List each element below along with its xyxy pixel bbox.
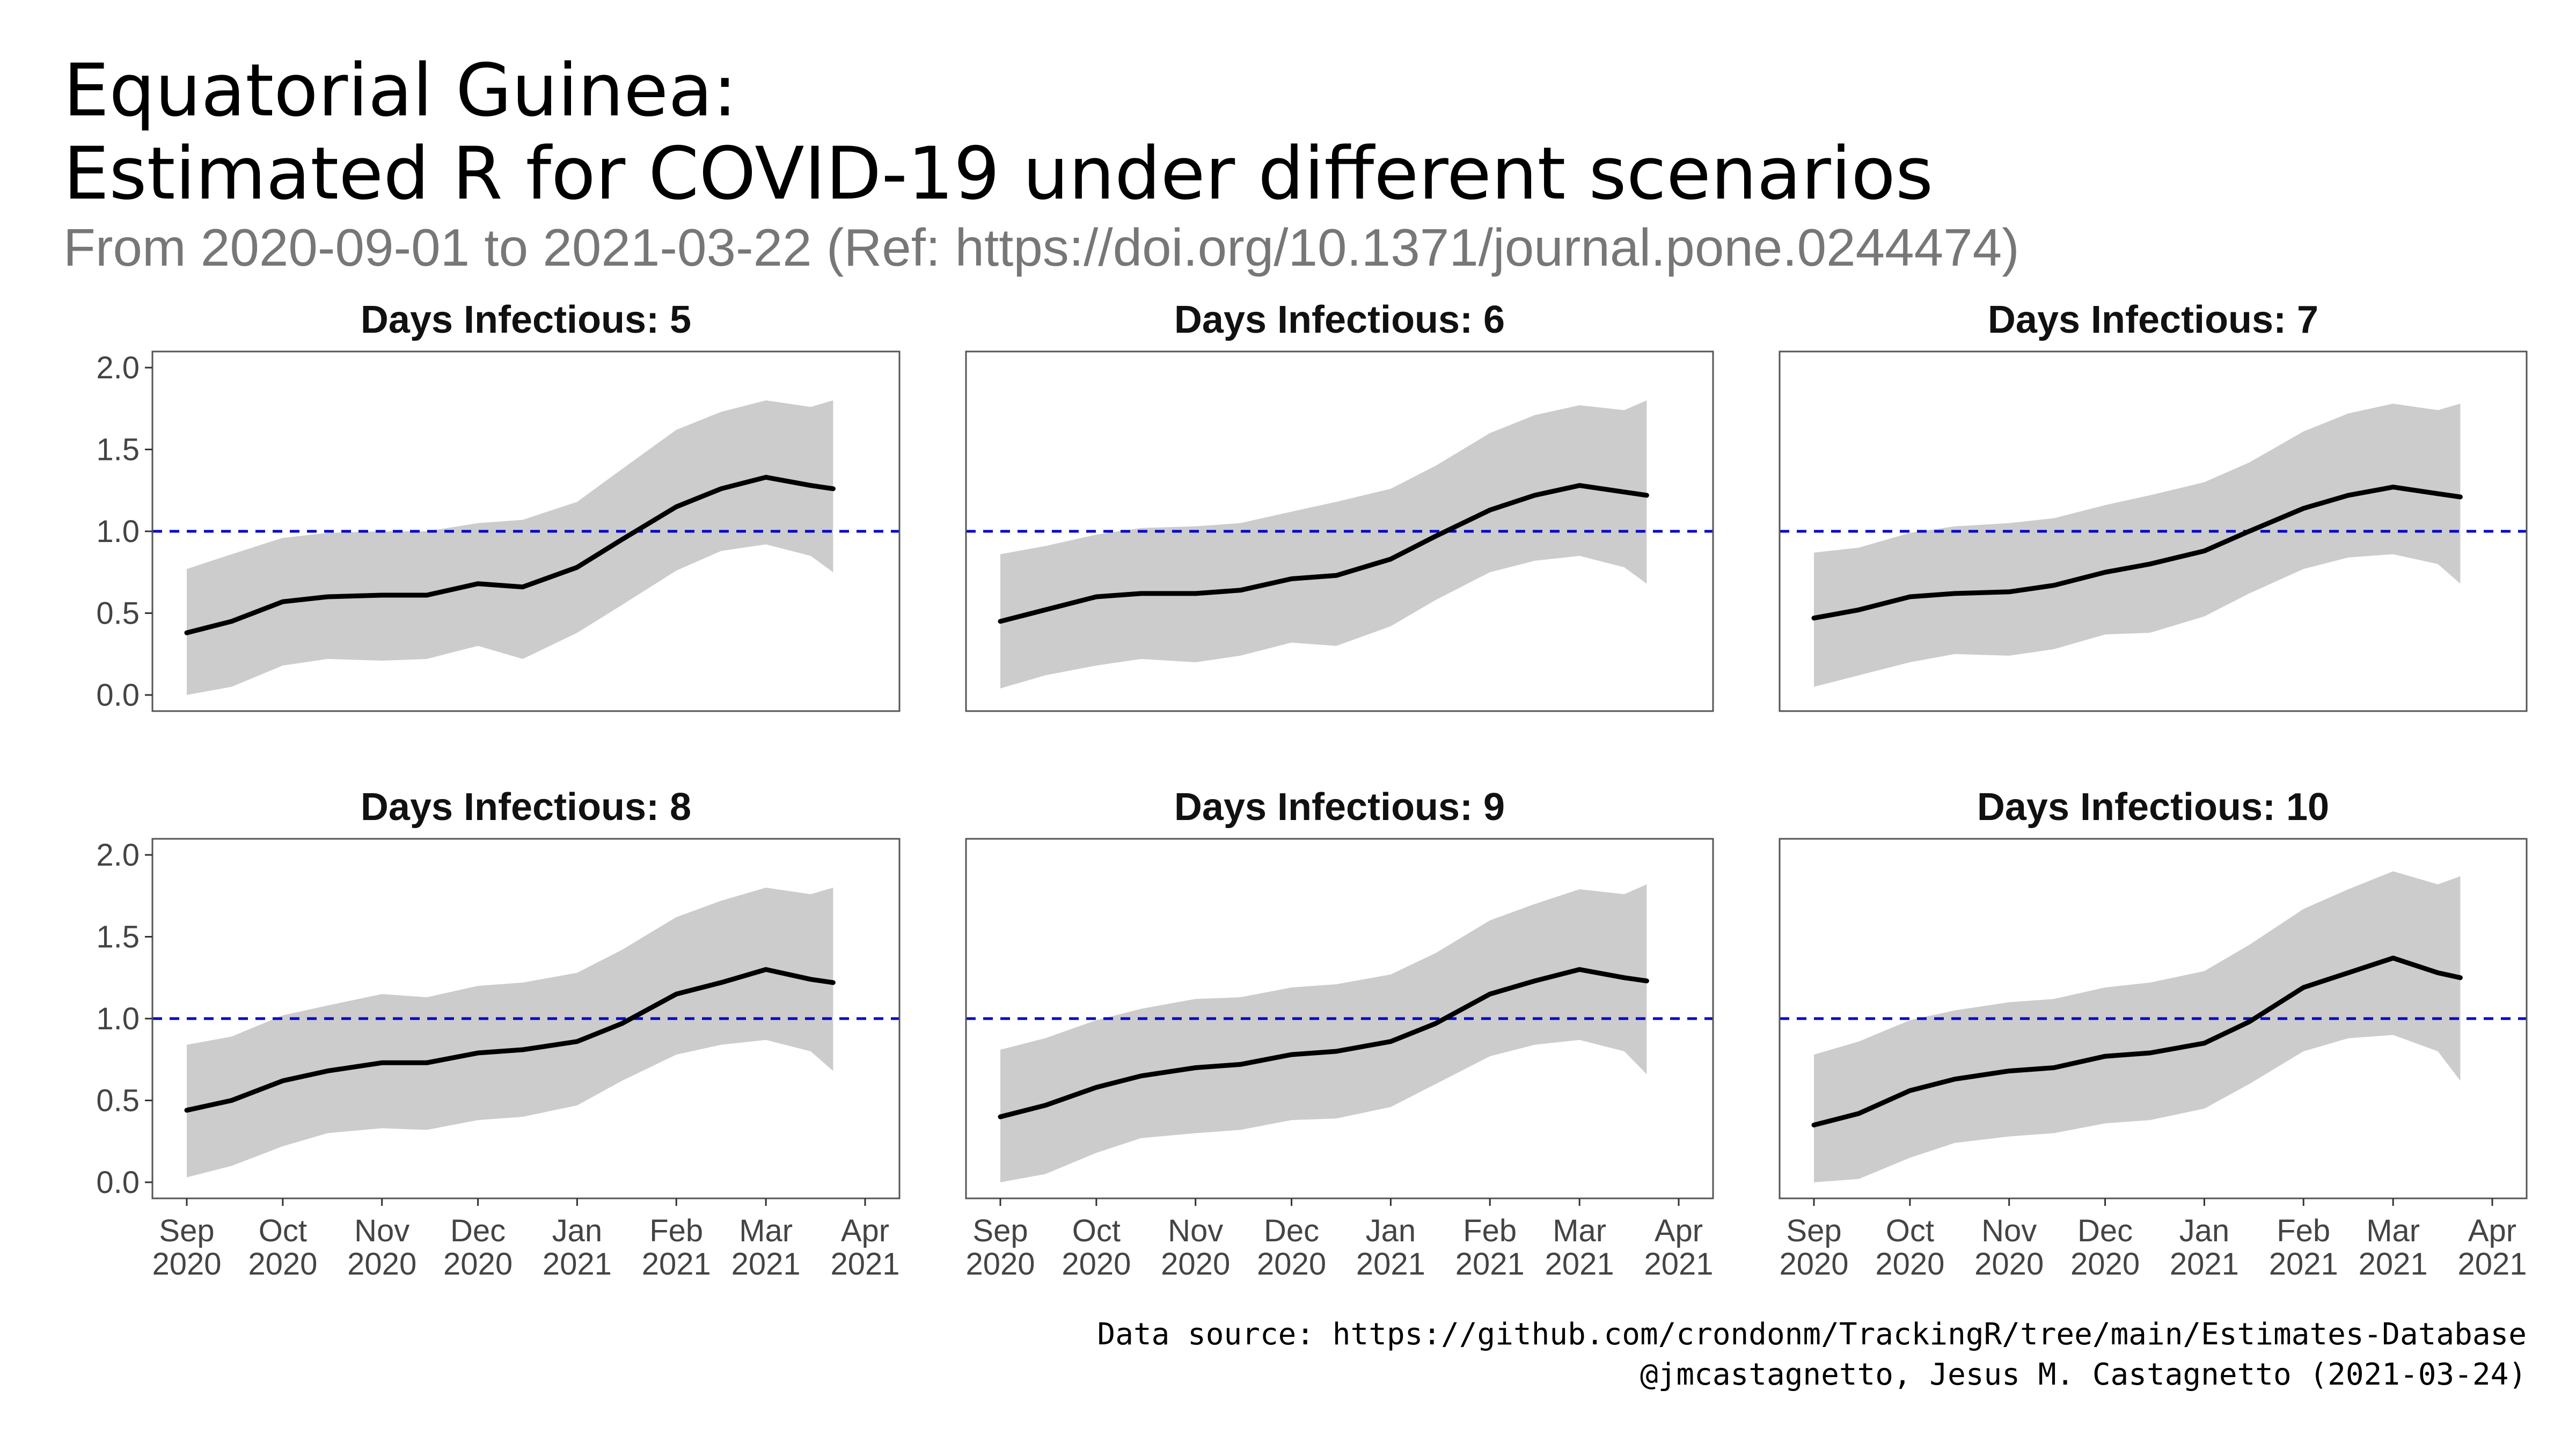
confidence-ribbon <box>1814 404 2461 687</box>
x-tick-label-month: Apr <box>2468 1213 2516 1248</box>
panel-6: Days Infectious: 10Sep2020Oct2020Nov2020… <box>1779 786 2528 1282</box>
x-tick-label-month: Apr <box>1655 1213 1703 1248</box>
r-estimate-line <box>998 967 1649 1119</box>
x-tick-label-year: 2021 <box>1356 1247 1425 1282</box>
panel-5: Days Infectious: 9Sep2020Oct2020Nov2020D… <box>965 786 1714 1282</box>
confidence-ribbon <box>187 888 833 1177</box>
x-tick-label-month: Mar <box>1553 1213 1606 1248</box>
data-source-caption: Data source: https://github.com/crondonm… <box>1097 1317 2527 1352</box>
x-tick-label-year: 2020 <box>152 1247 221 1282</box>
x-tick-label-month: Sep <box>1786 1213 1841 1248</box>
confidence-ribbon <box>1814 871 2461 1182</box>
x-tick-label-month: Apr <box>841 1213 889 1248</box>
panel-border <box>965 838 1714 1199</box>
x-tick-label-year: 2020 <box>1779 1247 1848 1282</box>
panel-title: Days Infectious: 5 <box>361 298 691 341</box>
r-estimate-line <box>998 483 1649 624</box>
x-tick-label-month: Oct <box>259 1213 307 1248</box>
x-tick-label-year: 2020 <box>1161 1247 1230 1282</box>
r-estimate-line <box>184 967 836 1113</box>
chart-title-line2: Estimated R for COVID-19 under different… <box>63 131 1933 216</box>
x-tick-label-month: Dec <box>1264 1213 1319 1248</box>
r-estimate-line <box>1811 485 2463 621</box>
x-tick-label-year: 2021 <box>642 1247 711 1282</box>
x-tick-label-month: Feb <box>2277 1213 2330 1248</box>
x-tick-label-year: 2021 <box>2359 1247 2428 1282</box>
x-tick-label-month: Nov <box>1168 1213 1223 1248</box>
panel-border <box>1779 838 2528 1199</box>
panel-title: Days Infectious: 9 <box>1174 786 1505 829</box>
x-tick-label-month: Jan <box>1366 1213 1416 1248</box>
x-tick-label-year: 2021 <box>1545 1247 1614 1282</box>
x-tick-label-year: 2021 <box>1644 1247 1713 1282</box>
x-tick-label-year: 2020 <box>248 1247 317 1282</box>
confidence-ribbon <box>1000 884 1647 1182</box>
x-tick-label-month: Nov <box>354 1213 409 1248</box>
x-tick-label-year: 2020 <box>2070 1247 2140 1282</box>
x-tick-label-month: Feb <box>649 1213 703 1248</box>
x-tick-label-month: Dec <box>2077 1213 2133 1248</box>
confidence-ribbon <box>1000 400 1647 689</box>
x-tick-label-year: 2021 <box>731 1247 801 1282</box>
y-tick-label: 0.5 <box>96 1084 140 1118</box>
panel-2: Days Infectious: 6 <box>965 298 1714 712</box>
y-tick-label: 0.0 <box>96 678 140 713</box>
x-tick-label-month: Mar <box>739 1213 793 1248</box>
x-tick-label-year: 2020 <box>443 1247 513 1282</box>
y-tick-label: 1.0 <box>96 514 140 549</box>
y-tick-label: 1.5 <box>96 433 140 467</box>
confidence-ribbon <box>187 400 833 695</box>
y-tick-label: 1.5 <box>96 920 140 955</box>
x-tick-label-month: Jan <box>2179 1213 2230 1248</box>
x-tick-label-year: 2021 <box>543 1247 612 1282</box>
x-tick-label-month: Oct <box>1886 1213 1934 1248</box>
x-tick-label-month: Feb <box>1463 1213 1517 1248</box>
panel-title: Days Infectious: 8 <box>361 786 691 829</box>
y-tick-label: 0.0 <box>96 1165 140 1200</box>
x-tick-label-month: Dec <box>450 1213 506 1248</box>
y-tick-label: 0.5 <box>96 596 140 631</box>
r-estimate-line <box>184 474 836 635</box>
x-tick-label-year: 2021 <box>2269 1247 2338 1282</box>
y-tick-label: 2.0 <box>96 838 140 873</box>
x-tick-label-month: Jan <box>552 1213 603 1248</box>
panel-title: Days Infectious: 10 <box>1977 786 2329 829</box>
x-tick-label-year: 2021 <box>830 1247 899 1282</box>
author-caption: @jmcastagnetto, Jesus M. Castagnetto (20… <box>1640 1357 2527 1392</box>
x-tick-label-year: 2020 <box>1257 1247 1326 1282</box>
panel-title: Days Infectious: 6 <box>1174 298 1505 341</box>
y-tick-label: 2.0 <box>96 350 140 385</box>
x-tick-label-month: Sep <box>159 1213 214 1248</box>
chart-subtitle: From 2020-09-01 to 2021-03-22 (Ref: http… <box>63 218 2019 277</box>
x-tick-label-month: Mar <box>2366 1213 2420 1248</box>
x-tick-label-year: 2020 <box>347 1247 416 1282</box>
y-tick-label: 1.0 <box>96 1001 140 1036</box>
x-tick-label-year: 2021 <box>2457 1247 2527 1282</box>
x-tick-label-month: Oct <box>1072 1213 1121 1248</box>
panel-3: Days Infectious: 7 <box>1779 298 2528 712</box>
panel-1: Days Infectious: 5 0.0 0.5 1.0 1.5 2.0 <box>96 298 901 713</box>
panel-border <box>965 350 1714 712</box>
x-tick-label-month: Sep <box>972 1213 1028 1248</box>
x-tick-label-year: 2021 <box>1455 1247 1525 1282</box>
x-tick-label-year: 2021 <box>2170 1247 2239 1282</box>
x-tick-label-year: 2020 <box>1062 1247 1131 1282</box>
x-tick-label-year: 2020 <box>1875 1247 1944 1282</box>
panel-title: Days Infectious: 7 <box>1988 298 2318 341</box>
x-tick-label-year: 2020 <box>965 1247 1035 1282</box>
r-estimate-line <box>1811 955 2463 1128</box>
x-tick-label-year: 2020 <box>1974 1247 2044 1282</box>
panel-border <box>1779 350 2528 712</box>
panel-4: Days Infectious: 80.00.51.01.52.0Sep2020… <box>96 786 901 1282</box>
chart-title-line1: Equatorial Guinea: <box>63 48 737 133</box>
x-tick-label-month: Nov <box>1981 1213 2037 1248</box>
